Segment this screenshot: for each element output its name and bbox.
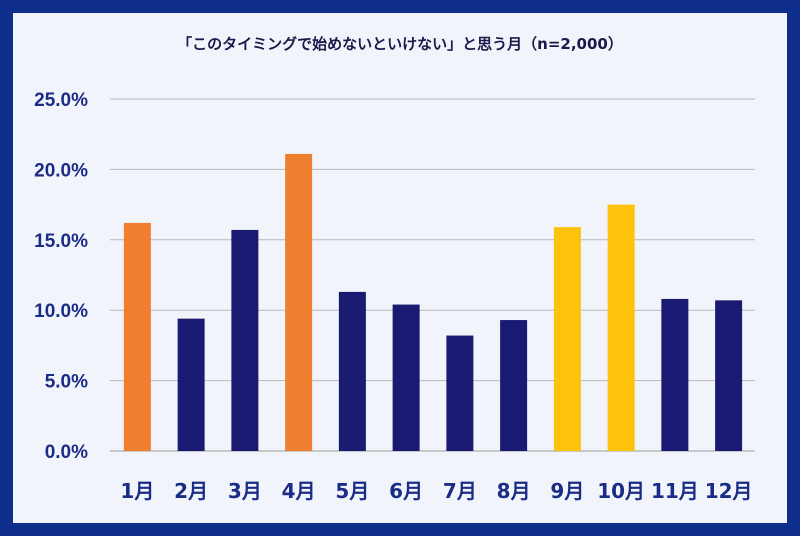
y-tick-label: 20.0% <box>34 160 88 181</box>
x-tick-label: 9月 <box>550 479 584 503</box>
bar <box>123 222 151 451</box>
bar <box>446 335 474 451</box>
bar <box>500 320 528 451</box>
x-tick-label: 5月 <box>335 479 369 503</box>
bar <box>231 229 259 451</box>
y-tick-label: 0.0% <box>45 442 88 463</box>
y-tick-label: 10.0% <box>34 301 88 322</box>
x-tick-label: 10月 <box>597 479 645 503</box>
x-tick-label: 1月 <box>120 479 154 503</box>
bar <box>285 153 313 452</box>
x-tick-label: 3月 <box>228 479 262 503</box>
bar <box>661 298 689 451</box>
bar <box>177 318 205 451</box>
y-tick-label: 25.0% <box>34 90 88 111</box>
bar <box>392 304 420 451</box>
x-tick-label: 12月 <box>705 479 753 503</box>
gridlines <box>110 98 755 452</box>
bar <box>715 300 743 451</box>
bars <box>123 153 743 452</box>
y-tick-label: 15.0% <box>34 231 88 252</box>
x-tick-label: 2月 <box>174 479 208 503</box>
x-tick-label: 8月 <box>497 479 531 503</box>
x-tick-label: 11月 <box>651 479 699 503</box>
y-tick-label: 5.0% <box>45 372 88 393</box>
chart-title: 「このタイミングで始めないといけない」と思う月（n=2,000） <box>177 35 623 53</box>
x-tick-label: 7月 <box>443 479 477 503</box>
y-axis-ticks: 0.0% 5.0% 10.0% 15.0% 20.0% 25.0% <box>34 90 88 463</box>
bar <box>338 291 366 451</box>
x-tick-label: 4月 <box>282 479 316 503</box>
x-tick-label: 6月 <box>389 479 423 503</box>
x-axis-ticks: 1月 2月 3月 4月 5月 6月 7月 8月 9月 10月 11月 12月 <box>120 479 752 503</box>
bar <box>553 227 581 451</box>
bar <box>607 204 635 451</box>
